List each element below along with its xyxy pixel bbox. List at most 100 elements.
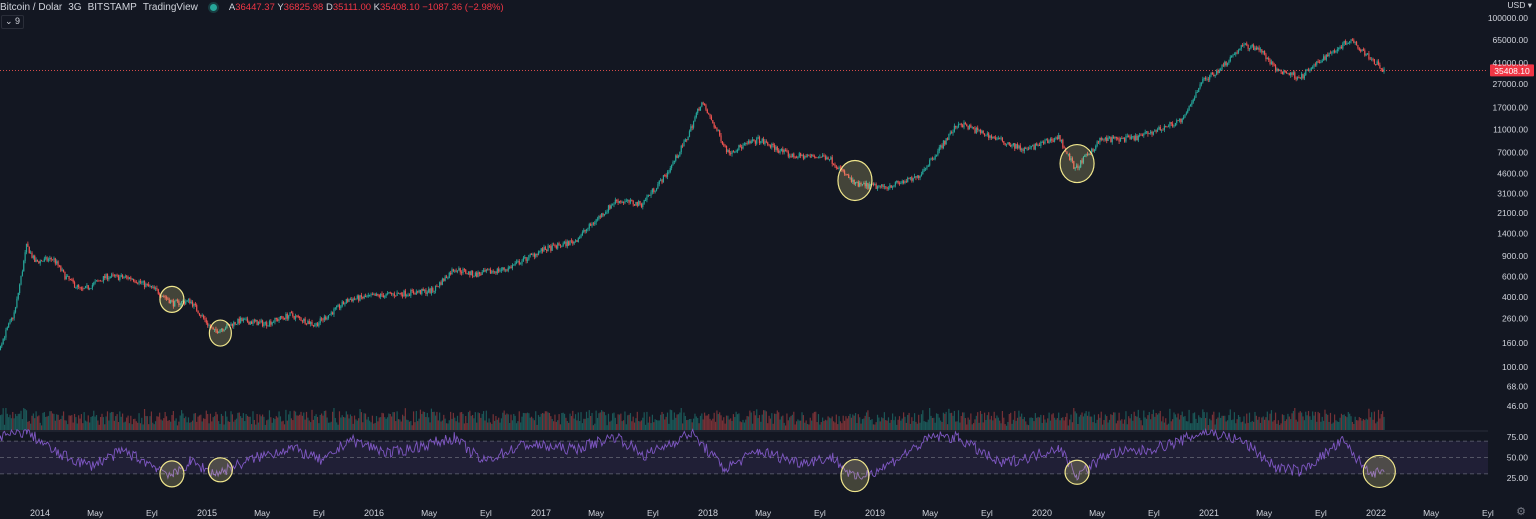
volume-bar bbox=[496, 419, 498, 430]
candle-body bbox=[736, 149, 739, 152]
volume-bar bbox=[1280, 423, 1282, 430]
symbol-name[interactable]: Bitcoin / Dolar bbox=[0, 1, 63, 13]
candle-body bbox=[207, 322, 209, 326]
candle-body bbox=[488, 269, 490, 271]
volume-bar bbox=[778, 412, 780, 430]
candle-body bbox=[893, 185, 895, 187]
candle-body bbox=[1081, 160, 1083, 163]
candle-body bbox=[1189, 104, 1192, 107]
volume-bar bbox=[439, 412, 441, 430]
last-price-tag-text: 35408.10 bbox=[1494, 66, 1530, 76]
volume-bar bbox=[972, 423, 975, 430]
volume-bar bbox=[1290, 419, 1292, 430]
volume-bar bbox=[1088, 411, 1090, 430]
volume-bar bbox=[956, 421, 958, 430]
volume-bar bbox=[116, 414, 118, 430]
volume-bar bbox=[789, 417, 791, 430]
volume-bar bbox=[46, 416, 48, 430]
volume-bar bbox=[248, 416, 250, 430]
indicator-toggle-button[interactable]: ⌄ 9 bbox=[1, 15, 25, 29]
candle-body bbox=[16, 298, 18, 308]
candle-body bbox=[1084, 155, 1086, 157]
volume-bar bbox=[100, 416, 102, 430]
candle-body bbox=[425, 289, 427, 294]
volume-bar bbox=[736, 414, 739, 430]
volume-bar bbox=[310, 422, 312, 430]
settings-gear-icon[interactable]: ⚙ bbox=[1516, 506, 1526, 518]
volume-bar bbox=[938, 417, 940, 430]
volume-bar bbox=[933, 417, 935, 430]
volume-bar bbox=[189, 422, 191, 430]
candle-body bbox=[768, 144, 770, 146]
candle-body bbox=[1036, 143, 1038, 146]
volume-bar bbox=[341, 415, 343, 430]
volume-bar bbox=[428, 417, 430, 430]
candle-body bbox=[812, 154, 814, 157]
volume-bar bbox=[890, 419, 892, 430]
volume-bar bbox=[245, 414, 247, 430]
volume-bar bbox=[297, 415, 299, 430]
volume-bar bbox=[161, 420, 163, 430]
currency-selector[interactable]: USD ▾ bbox=[1507, 0, 1532, 10]
candle-body bbox=[1210, 72, 1212, 76]
candle-body bbox=[202, 315, 205, 319]
volume-bar bbox=[237, 412, 239, 430]
volume-bar bbox=[824, 419, 826, 430]
volume-bar bbox=[1074, 411, 1076, 430]
volume-bar bbox=[121, 413, 124, 430]
volume-bar bbox=[760, 421, 762, 430]
candle-body bbox=[292, 313, 294, 317]
candle-body bbox=[946, 138, 949, 140]
candle-body bbox=[870, 184, 872, 185]
candle-body bbox=[1163, 126, 1165, 130]
candle-body bbox=[1078, 167, 1080, 169]
candle-body bbox=[913, 176, 916, 179]
candle-body bbox=[1005, 144, 1008, 146]
volume-bar bbox=[323, 410, 325, 430]
candle-body bbox=[1026, 148, 1028, 150]
candle-body bbox=[1088, 153, 1090, 155]
candle-body bbox=[272, 322, 275, 323]
candle-body bbox=[1371, 58, 1373, 60]
volume-bar bbox=[1257, 419, 1259, 430]
candle-body bbox=[1338, 48, 1340, 50]
candle-body bbox=[1240, 45, 1242, 49]
candle-body bbox=[430, 288, 433, 294]
interval-label[interactable]: 3G bbox=[68, 1, 82, 13]
candle-body bbox=[205, 319, 207, 323]
volume-bar bbox=[838, 416, 840, 430]
candle-body bbox=[279, 316, 282, 320]
volume-bar bbox=[36, 416, 39, 430]
volume-bar bbox=[758, 415, 761, 430]
volume-bar bbox=[325, 410, 327, 430]
volume-bar bbox=[853, 415, 855, 430]
candle-body bbox=[927, 165, 929, 167]
volume-bar bbox=[369, 420, 371, 430]
volume-bar bbox=[454, 417, 456, 430]
volume-bar bbox=[536, 424, 538, 430]
candle-body bbox=[322, 319, 324, 321]
volume-bar bbox=[149, 416, 151, 430]
volume-bar bbox=[78, 415, 80, 430]
volume-bar bbox=[90, 416, 92, 430]
candle-body bbox=[358, 295, 360, 301]
candle-body bbox=[142, 281, 144, 283]
volume-bar bbox=[377, 421, 379, 430]
volume-bar bbox=[812, 413, 814, 430]
candle-body bbox=[635, 201, 637, 206]
volume-bar bbox=[702, 419, 704, 430]
volume-bar bbox=[347, 414, 349, 430]
volume-bar bbox=[213, 416, 216, 430]
time-axis-label: 2016 bbox=[364, 508, 384, 518]
candle-body bbox=[111, 274, 113, 277]
candle-body bbox=[697, 108, 699, 114]
volume-bar bbox=[1358, 417, 1360, 430]
candle-body bbox=[241, 317, 243, 322]
volume-bar bbox=[992, 420, 994, 430]
candle-body bbox=[1102, 139, 1104, 141]
volume-bar bbox=[876, 414, 879, 430]
candle-body bbox=[540, 248, 542, 252]
volume-bar bbox=[802, 415, 804, 430]
candle-body bbox=[267, 325, 269, 327]
